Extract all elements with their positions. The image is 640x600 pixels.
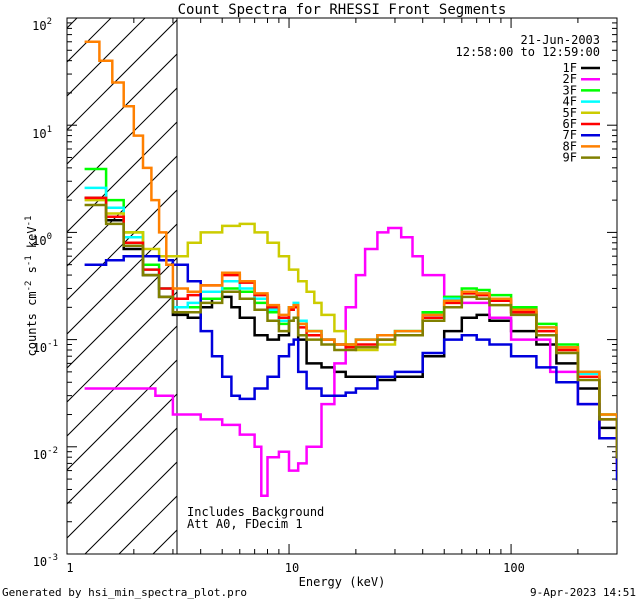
hatch-line bbox=[67, 53, 177, 165]
plot-frame bbox=[66, 17, 618, 555]
y-tick-label: 10-2 bbox=[33, 446, 58, 462]
legend-label-5F: 5F bbox=[563, 106, 577, 120]
hatch-line bbox=[67, 18, 78, 29]
chart-title: Count Spectra for RHESSI Front Segments bbox=[178, 2, 507, 18]
series-line-2F bbox=[84, 226, 617, 497]
x-axis-label: Energy (keV) bbox=[299, 575, 386, 589]
y-tick-label: 100 bbox=[32, 232, 52, 248]
legend: 21-Jun-2003 12:58:00 to 12:59:00 1F2F3F4… bbox=[456, 33, 601, 165]
legend-label-7F: 7F bbox=[563, 128, 577, 142]
hatch-line bbox=[221, 0, 640, 554]
hatch-line bbox=[67, 427, 177, 539]
hatch-line bbox=[67, 393, 177, 505]
x-tick-labels: 1 10 100 bbox=[66, 561, 524, 575]
hatch-line bbox=[67, 18, 146, 97]
legend-label-1F: 1F bbox=[563, 61, 577, 75]
hatch-line bbox=[67, 257, 177, 369]
hatch-line bbox=[84, 461, 177, 554]
x-tick-label: 1 bbox=[66, 561, 73, 575]
hatch-line bbox=[67, 223, 177, 335]
hatch-line bbox=[67, 189, 177, 301]
observation-date: 21-Jun-2003 bbox=[521, 33, 600, 47]
attenuator-note: Att A0, FDecim 1 bbox=[187, 517, 303, 531]
x-tick-label: 100 bbox=[503, 561, 525, 575]
attenuated-region-hatch bbox=[67, 0, 640, 554]
observation-time-range: 12:58:00 to 12:59:00 bbox=[456, 45, 601, 59]
legend-label-2F: 2F bbox=[563, 72, 577, 86]
y-tick-label: 10-3 bbox=[33, 553, 58, 569]
legend-label-9F: 9F bbox=[563, 151, 577, 165]
series-line-5F bbox=[84, 198, 617, 459]
generated-by-text: Generated by hsi_min_spectra_plot.pro bbox=[2, 586, 247, 599]
hatch-line bbox=[67, 121, 177, 233]
series-lines bbox=[84, 40, 617, 497]
axis-ticks bbox=[66, 17, 618, 555]
hatch-line bbox=[67, 359, 177, 471]
hatch-line bbox=[67, 87, 177, 199]
series-line-9F bbox=[84, 203, 617, 459]
y-axis-label: counts cm-2 s-1 keV-1 bbox=[24, 216, 39, 357]
legend-label-8F: 8F bbox=[563, 139, 577, 153]
series-line-7F bbox=[84, 254, 617, 481]
hatch-line bbox=[255, 0, 640, 554]
y-tick-labels: 102 101 100 10-1 10-2 10-3 bbox=[32, 17, 58, 569]
hatch-line bbox=[67, 19, 177, 131]
hatch-line bbox=[67, 325, 177, 437]
y-tick-label: 10-1 bbox=[33, 339, 58, 355]
series-line-8F bbox=[84, 40, 617, 453]
y-tick-label: 102 bbox=[32, 17, 52, 33]
x-tick-label: 10 bbox=[285, 561, 299, 575]
legend-label-6F: 6F bbox=[563, 117, 577, 131]
background-note: Includes Background bbox=[187, 505, 324, 519]
generation-timestamp: 9-Apr-2023 14:51 bbox=[530, 586, 636, 599]
y-tick-label: 101 bbox=[32, 125, 52, 141]
series-line-4F bbox=[84, 186, 617, 453]
legend-label-3F: 3F bbox=[563, 83, 577, 97]
legend-label-4F: 4F bbox=[563, 95, 577, 109]
